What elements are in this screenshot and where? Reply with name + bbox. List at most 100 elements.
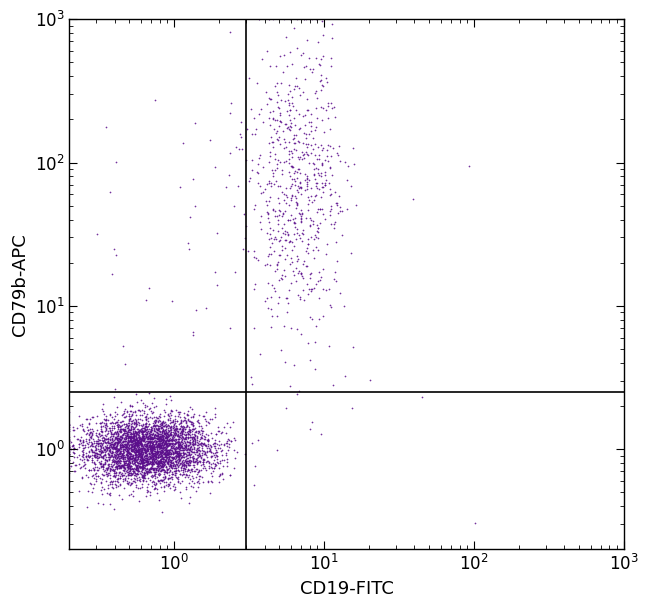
Point <box>120 440 131 450</box>
Point <box>185 457 195 466</box>
Point <box>209 438 220 448</box>
Point <box>128 446 138 456</box>
Point <box>210 459 220 468</box>
Point <box>135 425 145 435</box>
Point <box>129 428 140 437</box>
Point <box>142 454 152 464</box>
Point <box>302 149 312 159</box>
Point <box>207 477 217 487</box>
Point <box>150 448 161 458</box>
Point <box>120 433 131 443</box>
Point <box>179 470 189 479</box>
Point <box>131 438 142 448</box>
Point <box>145 440 155 450</box>
Point <box>140 440 151 450</box>
Point <box>140 453 151 463</box>
Point <box>292 254 303 264</box>
Point <box>160 450 170 460</box>
Point <box>129 419 139 429</box>
Point <box>335 288 345 298</box>
Point <box>316 70 326 80</box>
Point <box>153 447 163 457</box>
Point <box>153 434 163 443</box>
Point <box>192 454 202 463</box>
Point <box>159 426 170 436</box>
Point <box>118 463 129 473</box>
Point <box>155 452 166 462</box>
Point <box>116 427 126 437</box>
Point <box>144 490 155 499</box>
Point <box>98 462 109 471</box>
Point <box>133 424 143 434</box>
Point <box>328 143 339 153</box>
Point <box>131 421 142 431</box>
Point <box>124 431 135 441</box>
Point <box>130 453 140 463</box>
Point <box>131 462 142 471</box>
Point <box>121 421 131 431</box>
Point <box>125 439 135 449</box>
Point <box>263 208 274 217</box>
Point <box>176 431 186 440</box>
Point <box>266 280 277 290</box>
Point <box>144 452 155 462</box>
Point <box>206 428 216 438</box>
Point <box>69 426 79 435</box>
Point <box>273 298 283 308</box>
Point <box>333 150 343 160</box>
Point <box>155 433 166 443</box>
Point <box>128 454 138 464</box>
Point <box>165 415 176 425</box>
Point <box>171 435 181 445</box>
Point <box>315 205 325 214</box>
Point <box>149 456 159 466</box>
Point <box>95 435 105 445</box>
Point <box>135 474 146 484</box>
Point <box>108 431 118 441</box>
Point <box>320 178 330 188</box>
Point <box>212 228 222 238</box>
Point <box>125 432 135 442</box>
Point <box>205 135 215 145</box>
Point <box>146 448 157 457</box>
Point <box>136 423 147 433</box>
Point <box>253 178 263 188</box>
Point <box>166 435 177 445</box>
Point <box>126 468 136 477</box>
Point <box>84 446 94 456</box>
Point <box>117 452 127 462</box>
Point <box>126 426 136 435</box>
Point <box>64 434 75 444</box>
Point <box>179 409 189 418</box>
Point <box>124 424 135 434</box>
Point <box>155 451 166 461</box>
Point <box>131 449 141 459</box>
Point <box>131 440 141 449</box>
Point <box>303 200 313 209</box>
Point <box>96 443 107 452</box>
Point <box>142 457 152 467</box>
Point <box>159 431 169 440</box>
Point <box>125 461 136 471</box>
Point <box>122 441 133 451</box>
Point <box>91 449 101 459</box>
Point <box>156 443 166 452</box>
Point <box>123 462 133 472</box>
Point <box>112 463 122 473</box>
Point <box>193 476 203 485</box>
Point <box>168 449 178 459</box>
Point <box>90 459 100 469</box>
Point <box>159 448 169 458</box>
Point <box>140 466 151 476</box>
Point <box>84 465 94 475</box>
Point <box>196 433 207 443</box>
Point <box>174 424 184 434</box>
Point <box>122 446 132 456</box>
Point <box>283 215 293 225</box>
Point <box>151 436 161 446</box>
Point <box>185 444 195 454</box>
Point <box>180 414 190 423</box>
Point <box>148 454 158 463</box>
Point <box>107 461 117 471</box>
Point <box>151 423 161 433</box>
